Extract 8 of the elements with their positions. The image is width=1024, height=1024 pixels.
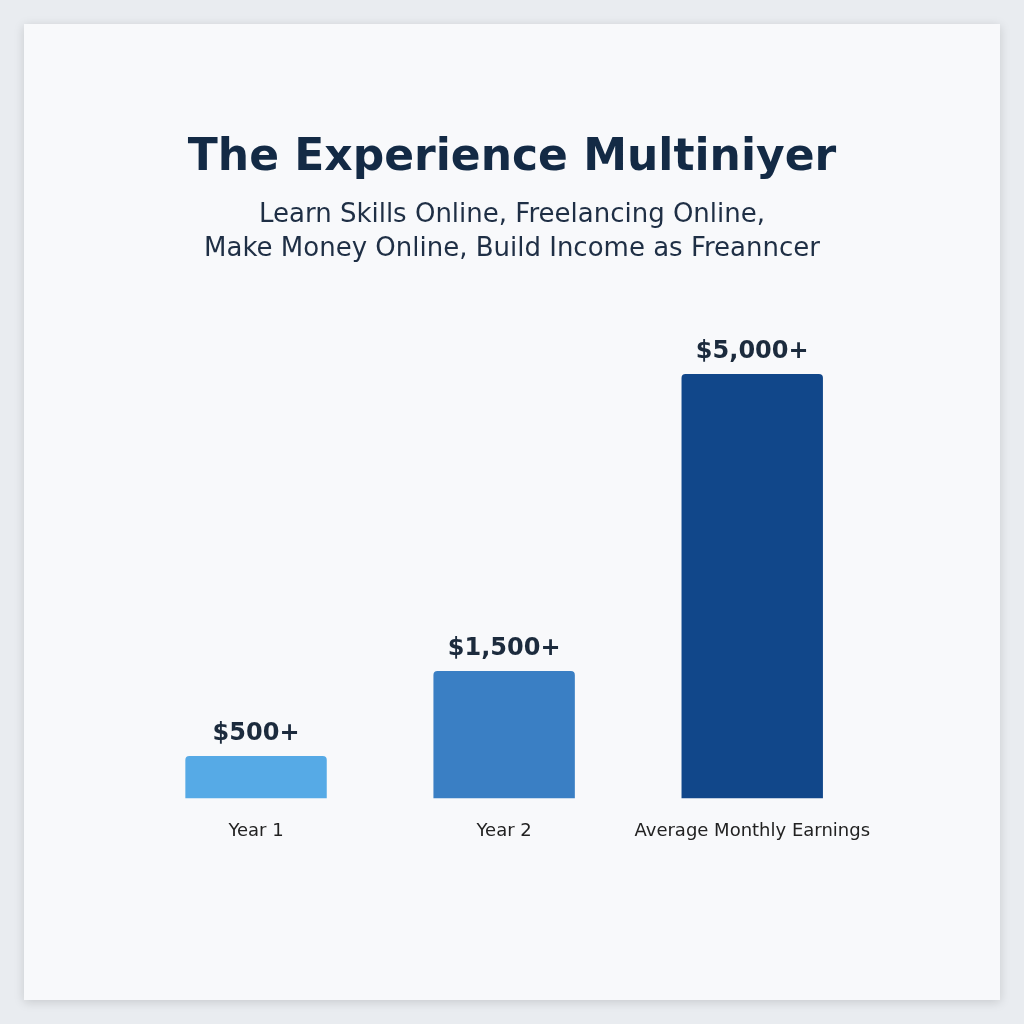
chart-subtitle: Learn Skills Online, Freelancing Online, Make Money Online, Build Income as Freanncer — [203, 197, 821, 264]
x-tick-label: Year 1 — [227, 818, 284, 840]
data-label: $1,500+ — [447, 633, 561, 662]
x-tick-label: Average Monthly Earnings — [634, 818, 870, 840]
x-tick-label: Year 2 — [475, 818, 532, 840]
chart-title: The Experience Multiniyer — [186, 129, 838, 180]
data-label: $5,000+ — [695, 336, 809, 365]
data-label: $500+ — [212, 718, 300, 747]
